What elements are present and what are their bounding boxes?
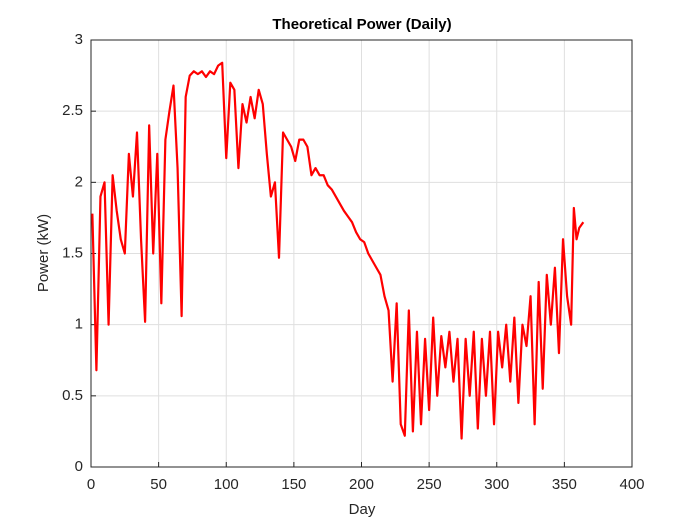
chart-title: Theoretical Power (Daily) [272, 16, 451, 33]
y-tick-label: 0 [75, 458, 83, 475]
x-axis-label: Day [349, 501, 376, 518]
x-tick-label: 200 [349, 476, 374, 493]
x-tick-label: 300 [484, 476, 509, 493]
x-tick-label: 50 [150, 476, 167, 493]
x-tick-label: 400 [619, 476, 644, 493]
y-tick-label: 1 [75, 316, 83, 333]
y-axis-label: Power (kW) [35, 214, 52, 292]
y-tick-label: 1.5 [62, 244, 83, 261]
x-tick-label: 150 [281, 476, 306, 493]
plot-frame [90, 39, 633, 468]
x-tick-label: 0 [87, 476, 95, 493]
y-tick-label: 2.5 [62, 102, 83, 119]
y-tick-label: 3 [75, 31, 83, 48]
x-tick-label: 350 [552, 476, 577, 493]
x-tick-label: 100 [214, 476, 239, 493]
y-tick-label: 2 [75, 173, 83, 190]
x-tick-label: 250 [417, 476, 442, 493]
y-tick-label: 0.5 [62, 387, 83, 404]
data-line [91, 61, 585, 440]
